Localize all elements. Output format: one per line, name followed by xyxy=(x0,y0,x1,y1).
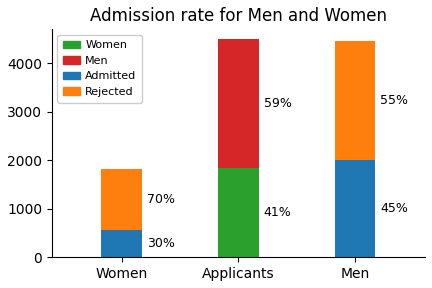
Text: 55%: 55% xyxy=(380,94,408,107)
Bar xyxy=(218,39,259,168)
Bar xyxy=(335,41,375,160)
Text: 30%: 30% xyxy=(147,237,175,250)
Title: Admission rate for Men and Women: Admission rate for Men and Women xyxy=(90,7,387,25)
Text: 59%: 59% xyxy=(264,97,291,110)
Text: 70%: 70% xyxy=(147,193,175,206)
Text: 41%: 41% xyxy=(264,206,291,219)
Text: 45%: 45% xyxy=(380,202,408,215)
Bar xyxy=(218,168,259,257)
Bar xyxy=(102,168,142,230)
Bar xyxy=(335,160,375,257)
Bar xyxy=(102,230,142,257)
Legend: Women, Men, Admitted, Rejected: Women, Men, Admitted, Rejected xyxy=(57,35,142,103)
